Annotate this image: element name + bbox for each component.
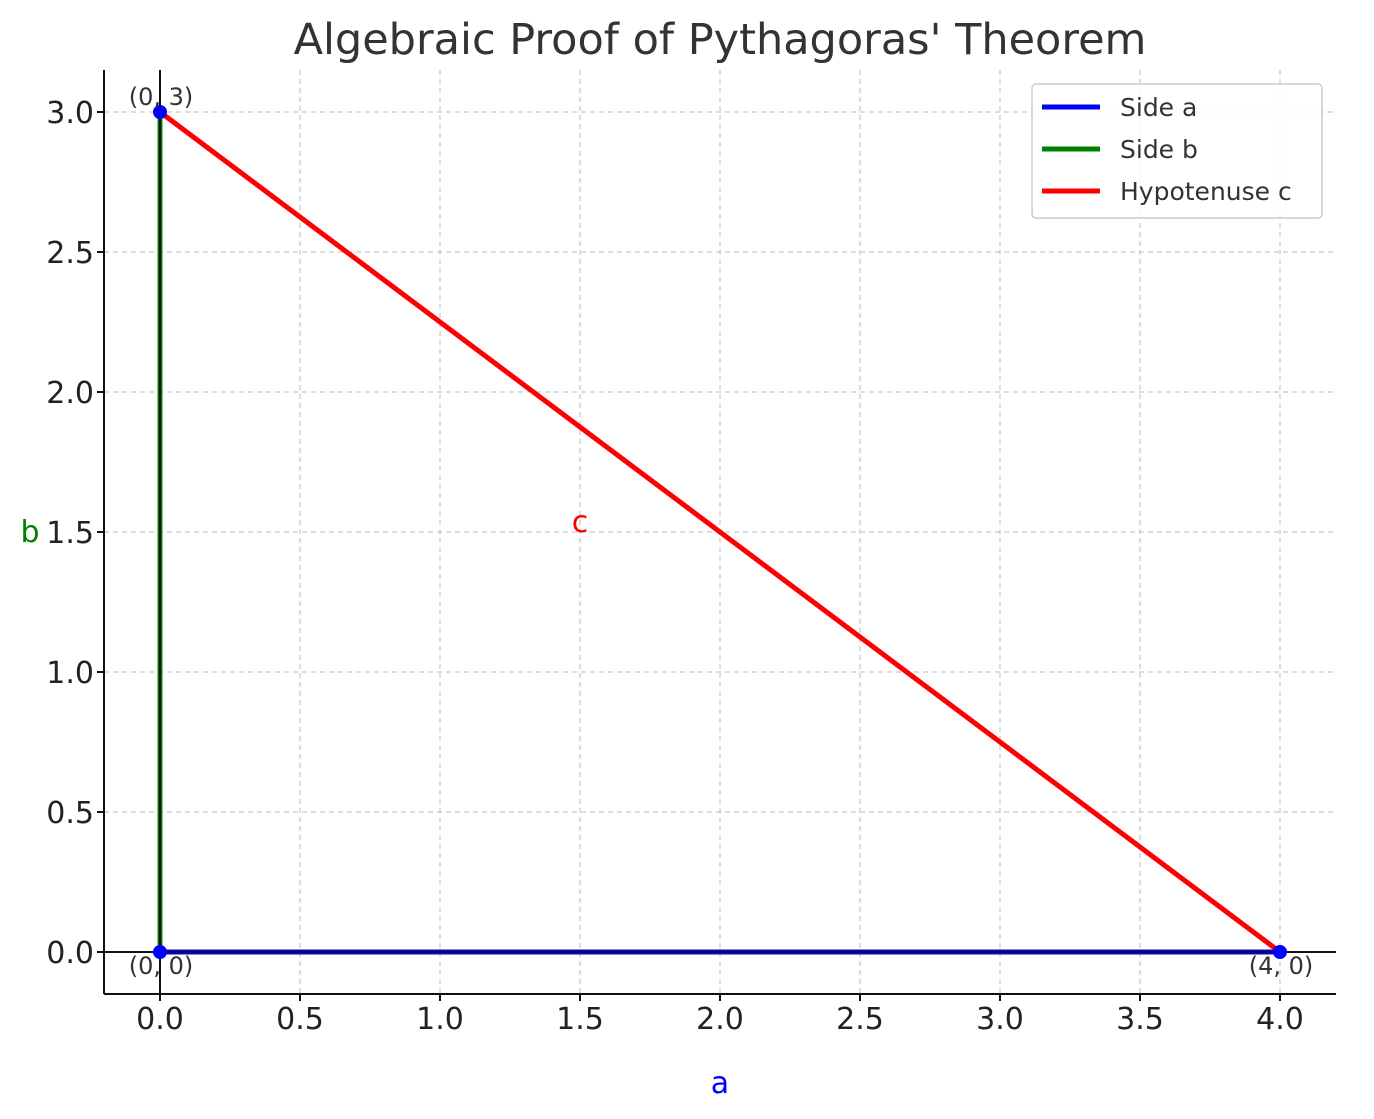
- vertex-marker: [153, 945, 167, 959]
- legend: Side a Side b Hypotenuse c: [1031, 83, 1323, 219]
- x-ticks: 0.0 0.5 1.0 1.5 2.0 2.5 3.0 3.5 4.0: [136, 994, 1304, 1037]
- series-line-3: [158, 110, 1282, 954]
- x-tick-label: 2.0: [696, 1002, 744, 1037]
- vertex-marker: [1273, 945, 1287, 959]
- x-tick-label: 4.0: [1256, 1002, 1304, 1037]
- legend-label: Side a: [1120, 93, 1197, 122]
- y-tick-label: 2.0: [46, 376, 94, 411]
- vertex-markers: [153, 105, 1287, 959]
- x-tick-label: 3.0: [976, 1002, 1024, 1037]
- legend-label: Hypotenuse c: [1120, 177, 1292, 206]
- annotation-label: c: [572, 505, 589, 540]
- y-tick-label: 1.0: [46, 656, 94, 691]
- vertex-labels: (0, 0) (4, 0) (0, 3): [129, 83, 1314, 980]
- y-axis-label: b: [20, 515, 39, 550]
- y-tick-label: 2.5: [46, 236, 94, 271]
- vertex-label: (4, 0): [1249, 952, 1314, 980]
- x-tick-label: 0.5: [276, 1002, 324, 1037]
- x-tick-label: 1.0: [416, 1002, 464, 1037]
- y-tick-label: 0.5: [46, 796, 94, 831]
- y-tick-label: 3.0: [46, 96, 94, 131]
- y-tick-label: 1.5: [46, 516, 94, 551]
- x-tick-label: 2.5: [836, 1002, 884, 1037]
- vertex-marker: [153, 105, 167, 119]
- y-tick-label: 0.0: [46, 936, 94, 971]
- legend-box: [1031, 83, 1323, 219]
- annotations: c: [572, 505, 589, 540]
- x-tick-label: 3.5: [1116, 1002, 1164, 1037]
- x-tick-label: 0.0: [136, 1002, 184, 1037]
- vertex-label: (0, 3): [129, 83, 194, 111]
- chart-title: Algebraic Proof of Pythagoras' Theorem: [294, 15, 1147, 65]
- x-axis-label: a: [711, 1066, 729, 1101]
- x-tick-label: 1.5: [556, 1002, 604, 1037]
- legend-label: Side b: [1120, 135, 1198, 164]
- vertex-label: (0, 0): [129, 952, 194, 980]
- y-ticks: 0.0 0.5 1.0 1.5 2.0 2.5 3.0: [46, 96, 104, 971]
